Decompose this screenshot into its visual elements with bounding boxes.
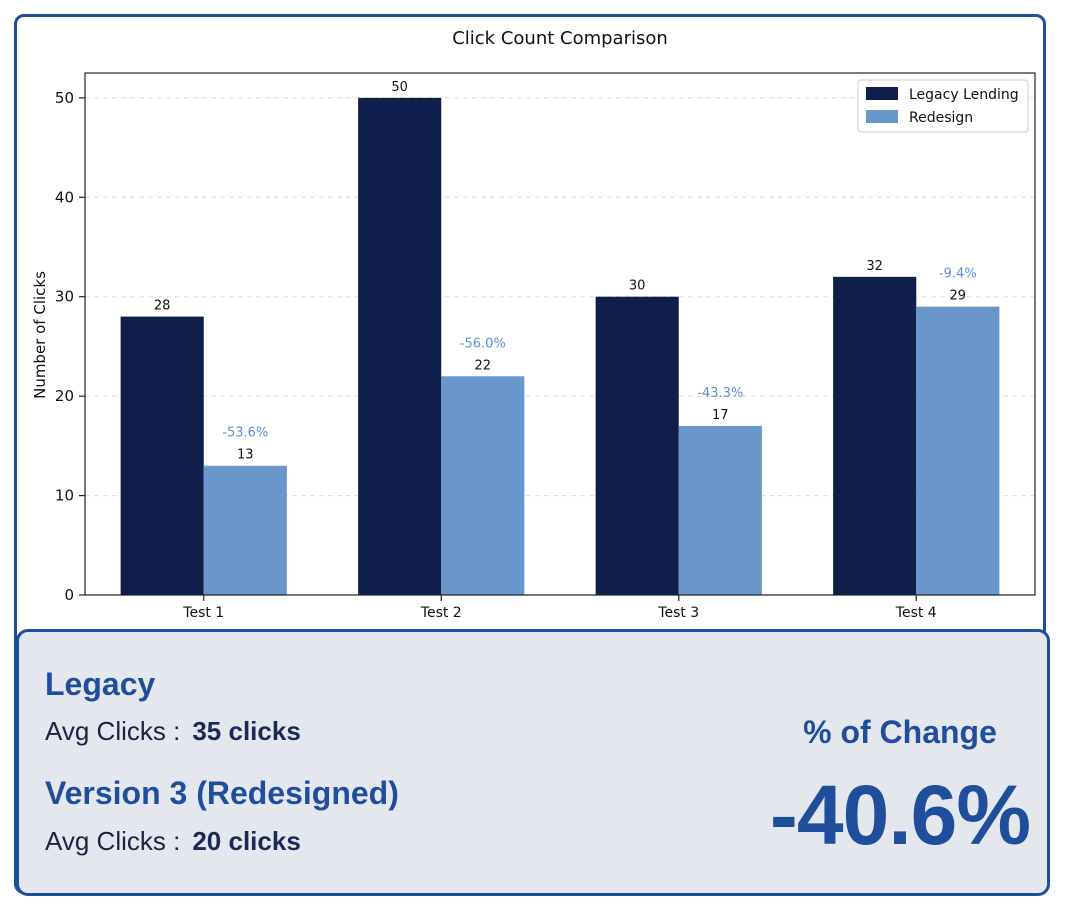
bar-redesign bbox=[678, 425, 762, 595]
legend-box bbox=[857, 79, 1029, 133]
redesign-avg-row: Avg Clicks : 20 clicks bbox=[45, 826, 301, 857]
bar-legacy bbox=[595, 296, 679, 595]
x-tick-label: Test 4 bbox=[895, 605, 937, 621]
x-tick-label: Test 2 bbox=[420, 605, 462, 621]
y-tick-label: 50 bbox=[55, 89, 74, 107]
bar-value-label: 17 bbox=[712, 408, 729, 423]
bar-legacy bbox=[358, 97, 442, 595]
percent-change-label: -56.0% bbox=[460, 336, 506, 351]
percent-change-label: -9.4% bbox=[939, 267, 977, 282]
legend-label-legacy: Legacy Lending bbox=[909, 87, 1019, 103]
y-axis-label: Number of Clicks bbox=[31, 271, 49, 399]
legacy-avg-row: Avg Clicks : 35 clicks bbox=[45, 716, 301, 747]
legacy-avg-value: 35 clicks bbox=[192, 716, 301, 746]
bar-value-label: 30 bbox=[629, 279, 646, 294]
chart-title: Click Count Comparison bbox=[452, 28, 668, 49]
bars bbox=[120, 97, 1000, 595]
bar-legacy bbox=[120, 316, 204, 595]
legend-label-redesign: Redesign bbox=[909, 110, 973, 126]
legend-swatch-legacy bbox=[866, 87, 898, 100]
data-labels: 28 13 -53.6% 50 22 -56.0% 30 17 -43.3% 32 29 -9.4% bbox=[154, 80, 977, 463]
x-tick-label: Test 3 bbox=[657, 605, 699, 621]
bar-value-label: 29 bbox=[950, 289, 967, 304]
bar-value-label: 28 bbox=[154, 299, 171, 314]
legacy-avg-label: Avg Clicks : bbox=[45, 716, 181, 746]
redesign-avg-label: Avg Clicks : bbox=[45, 826, 181, 856]
percent-change-label: -43.3% bbox=[697, 386, 743, 401]
bar-redesign bbox=[203, 465, 287, 595]
bar-legacy bbox=[833, 276, 917, 595]
legend-swatch-redesign bbox=[866, 110, 898, 123]
y-tick-label: 40 bbox=[55, 188, 74, 206]
bar-value-label: 13 bbox=[237, 448, 254, 463]
change-value: -40.6% bbox=[769, 768, 1031, 862]
summary-panel: Legacy Avg Clicks : 35 clicks Version 3 (… bbox=[16, 629, 1050, 896]
legend: Legacy Lending Redesign bbox=[857, 79, 1029, 133]
percent-change-label: -53.6% bbox=[222, 426, 268, 441]
y-tick-label: 20 bbox=[55, 387, 74, 405]
bar-value-label: 50 bbox=[391, 80, 408, 95]
x-tick-label: Test 1 bbox=[182, 605, 224, 621]
redesign-title: Version 3 (Redesigned) bbox=[45, 775, 399, 811]
y-tick-label: 10 bbox=[55, 487, 74, 505]
bar-redesign bbox=[441, 376, 525, 595]
y-tick-label: 0 bbox=[64, 586, 74, 604]
redesign-avg-value: 20 clicks bbox=[192, 826, 301, 856]
bar-value-label: 22 bbox=[475, 358, 492, 373]
bar-chart: Click Count Comparison Number of Clicks … bbox=[31, 28, 1036, 621]
plot-area-border bbox=[84, 72, 1036, 596]
legacy-title: Legacy bbox=[45, 666, 156, 702]
bar-value-label: 32 bbox=[866, 259, 883, 274]
change-label: % of Change bbox=[803, 714, 997, 750]
axis-ticks: 0 10 20 30 40 50 Test 1 Test 2 Test 3 Test 4 bbox=[55, 89, 937, 621]
y-tick-label: 30 bbox=[55, 288, 74, 306]
bar-redesign bbox=[916, 306, 1000, 595]
